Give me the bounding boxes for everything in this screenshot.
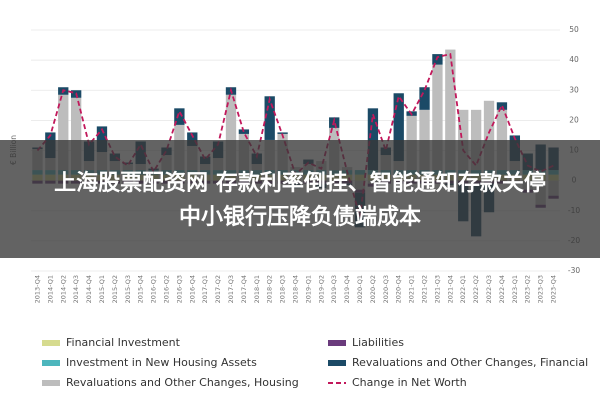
x-tick-label: 2020-Q4 [395,275,403,303]
bar-segment [419,109,430,171]
x-tick-label: 2016-Q3 [175,275,183,303]
x-tick-label: 2019-Q2 [317,275,325,303]
x-tick-label: 2022-Q1 [459,275,467,303]
x-tick-label: 2019-Q4 [343,275,351,303]
x-tick-label: 2023-Q2 [524,275,532,303]
x-tick-label: 2017-Q4 [240,275,248,303]
x-tick-label: 2018-Q1 [253,275,261,303]
legend-swatch [42,340,60,346]
x-tick-label: 2014-Q4 [85,275,93,303]
overlay-text: 中小银行压降负债端成本 [179,204,421,230]
bar-segment [225,94,237,171]
bar-segment [58,94,69,171]
x-tick-label: 2015-Q1 [98,275,106,303]
x-tick-label: 2021-Q1 [408,275,416,303]
bar-segment [187,132,198,146]
bar-segment [393,93,404,162]
legend-label: Revaluations and Other Changes, Housing [66,376,299,389]
bar-segment [458,109,469,171]
y-tick-label: 40 [569,55,579,64]
x-tick-label: 2017-Q3 [227,275,235,303]
legend-label: Revaluations and Other Changes, Financia… [352,356,588,369]
x-tick-label: 2020-Q2 [369,275,377,303]
x-tick-label: 2013-Q4 [33,275,41,303]
bar-segment [277,132,288,134]
x-tick-label: 2016-Q4 [188,275,196,303]
legend-swatch [328,340,346,346]
bar-segment [496,102,508,110]
x-tick-label: 2023-Q3 [537,275,545,303]
bar-segment [70,97,82,171]
y-tick-label: 30 [569,85,579,94]
x-tick-label: 2021-Q2 [421,275,429,303]
legend-swatch [42,380,60,386]
legend-swatch [328,360,346,366]
legend-label: Investment in New Housing Assets [66,356,257,369]
x-tick-label: 2018-Q3 [279,275,287,303]
x-tick-label: 2015-Q3 [124,275,132,303]
x-tick-label: 2022-Q4 [498,275,506,303]
legend-label: Financial Investment [66,336,181,349]
x-tick-label: 2014-Q2 [59,275,67,303]
bar-segment [264,96,275,140]
y-tick-label: 20 [569,115,579,124]
legend-label: Liabilities [352,336,404,349]
x-tick-label: 2019-Q1 [304,275,312,303]
y-tick-label: 50 [569,25,579,34]
bar-segment [470,109,482,171]
bar-segment [367,108,379,171]
x-tick-label: 2015-Q2 [111,275,119,303]
x-tick-label: 2020-Q3 [382,275,390,303]
x-tick-label: 2014-Q3 [72,275,80,303]
bar-segment [432,64,443,171]
bar-segment [419,87,430,110]
legend-swatch [42,360,60,366]
y-tick-label: -30 [568,266,580,275]
x-tick-label: 2023-Q1 [511,275,519,303]
bar-segment [445,49,456,171]
x-tick-label: 2014-Q1 [46,275,54,303]
x-tick-label: 2023-Q4 [550,275,558,303]
x-tick-label: 2019-Q3 [330,275,338,303]
overlay-text: 上海股票配资网 存款利率倒挂、智能通知存款关停 [54,170,546,196]
overlay-banner [0,140,600,258]
bar-segment [174,108,185,125]
x-tick-label: 2018-Q4 [292,275,300,303]
bar-segment [483,100,495,171]
legend: Financial Investment Investment in New Ho… [42,336,588,389]
x-tick-label: 2017-Q2 [214,275,222,303]
legend-label: Change in Net Worth [352,376,467,389]
x-tick-label: 2021-Q4 [446,275,454,303]
x-tick-label: 2021-Q3 [433,275,441,303]
bar-segment [96,126,108,153]
x-tick-label: 2017-Q1 [201,275,209,303]
x-tick-label: 2022-Q3 [485,275,493,303]
x-tick-label: 2020-Q1 [356,275,364,303]
x-tick-label: 2015-Q4 [137,275,145,303]
x-tick-label: 2016-Q2 [162,275,170,303]
bar-segment [496,109,508,171]
x-tick-label: 2022-Q2 [472,275,480,303]
x-tick-label: 2018-Q2 [266,275,274,303]
x-tick-label: 2016-Q1 [150,275,158,303]
